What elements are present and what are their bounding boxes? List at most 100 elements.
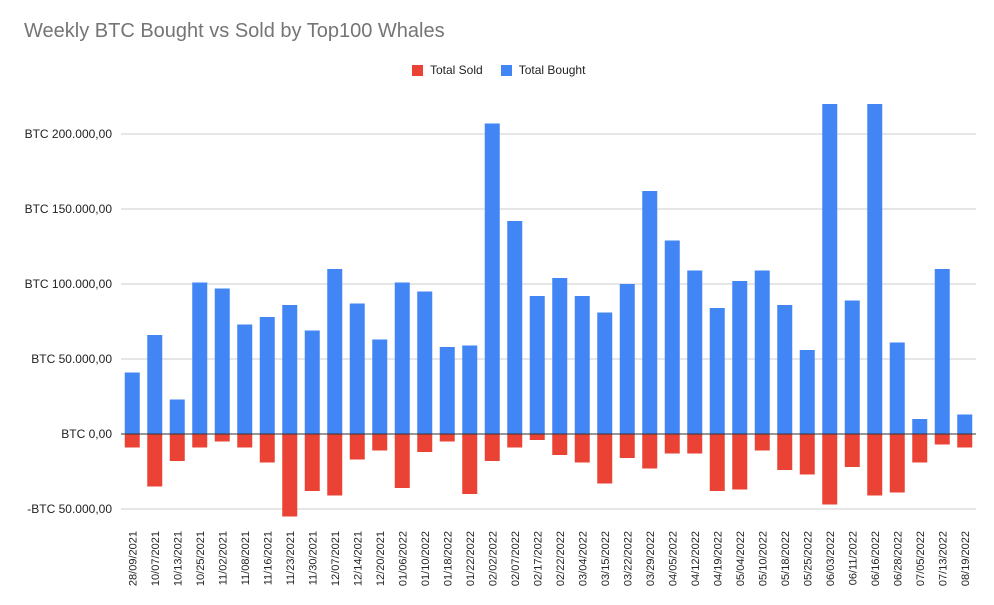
bar-total-sold bbox=[214, 434, 230, 442]
bar-total-sold bbox=[169, 434, 185, 461]
bar-total-bought bbox=[619, 284, 635, 434]
bar-total-bought bbox=[574, 296, 590, 434]
bar-total-bought bbox=[237, 324, 253, 434]
x-tick-label: 28/09/2021 bbox=[127, 531, 139, 586]
bar-total-sold bbox=[529, 434, 545, 440]
x-tick-label: 07/13/2022 bbox=[937, 531, 949, 586]
bar-total-sold bbox=[259, 434, 275, 463]
x-tick-label: 05/25/2022 bbox=[802, 531, 814, 586]
bar-total-bought bbox=[349, 303, 365, 434]
bar-total-bought bbox=[732, 281, 748, 434]
bar-total-bought bbox=[259, 317, 275, 434]
legend-item-total-bought[interactable]: Total Bought bbox=[500, 63, 585, 77]
bar-total-sold bbox=[934, 434, 950, 445]
bar-total-bought bbox=[529, 296, 545, 434]
bar-total-bought bbox=[754, 270, 770, 434]
x-tick-label: 12/14/2021 bbox=[352, 531, 364, 586]
x-tick-label: 06/11/2022 bbox=[847, 531, 859, 585]
x-tick-label: 04/19/2022 bbox=[712, 531, 724, 586]
bar-total-sold bbox=[304, 434, 320, 491]
y-tick-label: BTC 200.000,00 bbox=[25, 127, 113, 141]
x-tick-label: 03/15/2022 bbox=[600, 531, 612, 586]
y-tick-label: BTC 100.000,00 bbox=[25, 277, 113, 291]
bar-total-bought bbox=[169, 399, 185, 434]
bar-total-sold bbox=[349, 434, 365, 460]
bar-total-bought bbox=[304, 330, 320, 434]
bar-total-bought bbox=[147, 335, 163, 434]
x-tick-label: 05/10/2022 bbox=[757, 531, 769, 586]
bar-total-bought bbox=[484, 123, 500, 434]
x-tick-label: 11/02/2021 bbox=[217, 531, 229, 585]
x-tick-label: 10/13/2021 bbox=[172, 531, 184, 586]
bar-total-sold bbox=[844, 434, 860, 467]
bar-total-sold bbox=[642, 434, 658, 469]
x-tick-label: 01/22/2022 bbox=[465, 531, 477, 586]
bar-total-bought bbox=[642, 191, 658, 434]
x-tick-label: 02/17/2022 bbox=[532, 531, 544, 586]
x-tick-label: 07/05/2022 bbox=[915, 531, 927, 586]
bar-total-sold bbox=[552, 434, 568, 455]
x-tick-label: 05/04/2022 bbox=[735, 531, 747, 586]
x-tick-label: 11/16/2021 bbox=[262, 531, 274, 585]
x-tick-label: 03/04/2022 bbox=[577, 531, 589, 586]
bar-total-bought bbox=[799, 350, 815, 434]
x-tick-label: 04/12/2022 bbox=[690, 531, 702, 586]
legend: Total Sold Total Bought bbox=[412, 63, 585, 77]
x-tick-label: 10/25/2021 bbox=[195, 531, 207, 586]
bar-total-sold bbox=[732, 434, 748, 490]
bar-total-sold bbox=[777, 434, 793, 470]
chart-title: Weekly BTC Bought vs Sold by Top100 Whal… bbox=[24, 20, 445, 42]
bar-total-bought bbox=[372, 339, 388, 434]
x-tick-label: 05/18/2022 bbox=[780, 531, 792, 586]
bar-total-bought bbox=[394, 282, 410, 434]
x-tick-label: 02/07/2022 bbox=[510, 531, 522, 586]
x-tick-label: 02/02/2022 bbox=[487, 531, 499, 586]
x-tick-label: 03/29/2022 bbox=[645, 531, 657, 586]
x-tick-label: 01/10/2022 bbox=[420, 531, 432, 586]
bar-total-sold bbox=[664, 434, 680, 454]
bar-total-sold bbox=[394, 434, 410, 488]
x-tick-label: 06/16/2022 bbox=[870, 531, 882, 586]
x-tick-label: 01/06/2022 bbox=[397, 531, 409, 586]
x-tick-label: 02/22/2022 bbox=[555, 531, 567, 586]
bar-total-sold bbox=[462, 434, 478, 494]
bar-total-sold bbox=[709, 434, 725, 491]
bar-total-bought bbox=[552, 278, 568, 434]
x-tick-label: 08/19/2022 bbox=[960, 531, 972, 586]
bar-total-sold bbox=[439, 434, 455, 442]
bar-total-bought bbox=[507, 221, 523, 434]
bar-total-sold bbox=[124, 434, 140, 448]
legend-label-total-sold: Total Sold bbox=[430, 63, 483, 77]
y-tick-label: BTC 150.000,00 bbox=[25, 202, 113, 216]
bar-total-sold bbox=[889, 434, 905, 493]
bar-total-bought bbox=[439, 347, 455, 434]
bar-total-sold bbox=[282, 434, 298, 517]
bar-total-sold bbox=[484, 434, 500, 461]
legend-item-total-sold[interactable]: Total Sold bbox=[412, 63, 483, 77]
x-tick-label: 03/22/2022 bbox=[622, 531, 634, 586]
bar-total-bought bbox=[282, 305, 298, 434]
x-tick-label: 11/23/2021 bbox=[285, 531, 297, 585]
bar-total-bought bbox=[124, 372, 140, 434]
bar-total-sold bbox=[867, 434, 883, 496]
bar-total-bought bbox=[664, 240, 680, 434]
bar-total-bought bbox=[417, 291, 433, 434]
x-tick-label: 11/30/2021 bbox=[307, 531, 319, 585]
bar-total-sold bbox=[327, 434, 343, 496]
bar-total-bought bbox=[327, 269, 343, 434]
bar-total-sold bbox=[754, 434, 770, 451]
bar-total-bought bbox=[462, 345, 478, 434]
x-tick-label: 10/07/2021 bbox=[150, 531, 162, 586]
bar-total-bought bbox=[687, 270, 703, 434]
bar-total-bought bbox=[709, 308, 725, 434]
bar-total-bought bbox=[777, 305, 793, 434]
bar-total-bought bbox=[867, 104, 883, 434]
bar-total-bought bbox=[889, 342, 905, 434]
bar-total-sold bbox=[912, 434, 928, 463]
bar-total-sold bbox=[417, 434, 433, 452]
bar-total-bought bbox=[844, 300, 860, 434]
bar-total-bought bbox=[934, 269, 950, 434]
bar-total-sold bbox=[619, 434, 635, 458]
y-tick-label: BTC 50.000,00 bbox=[31, 352, 112, 366]
